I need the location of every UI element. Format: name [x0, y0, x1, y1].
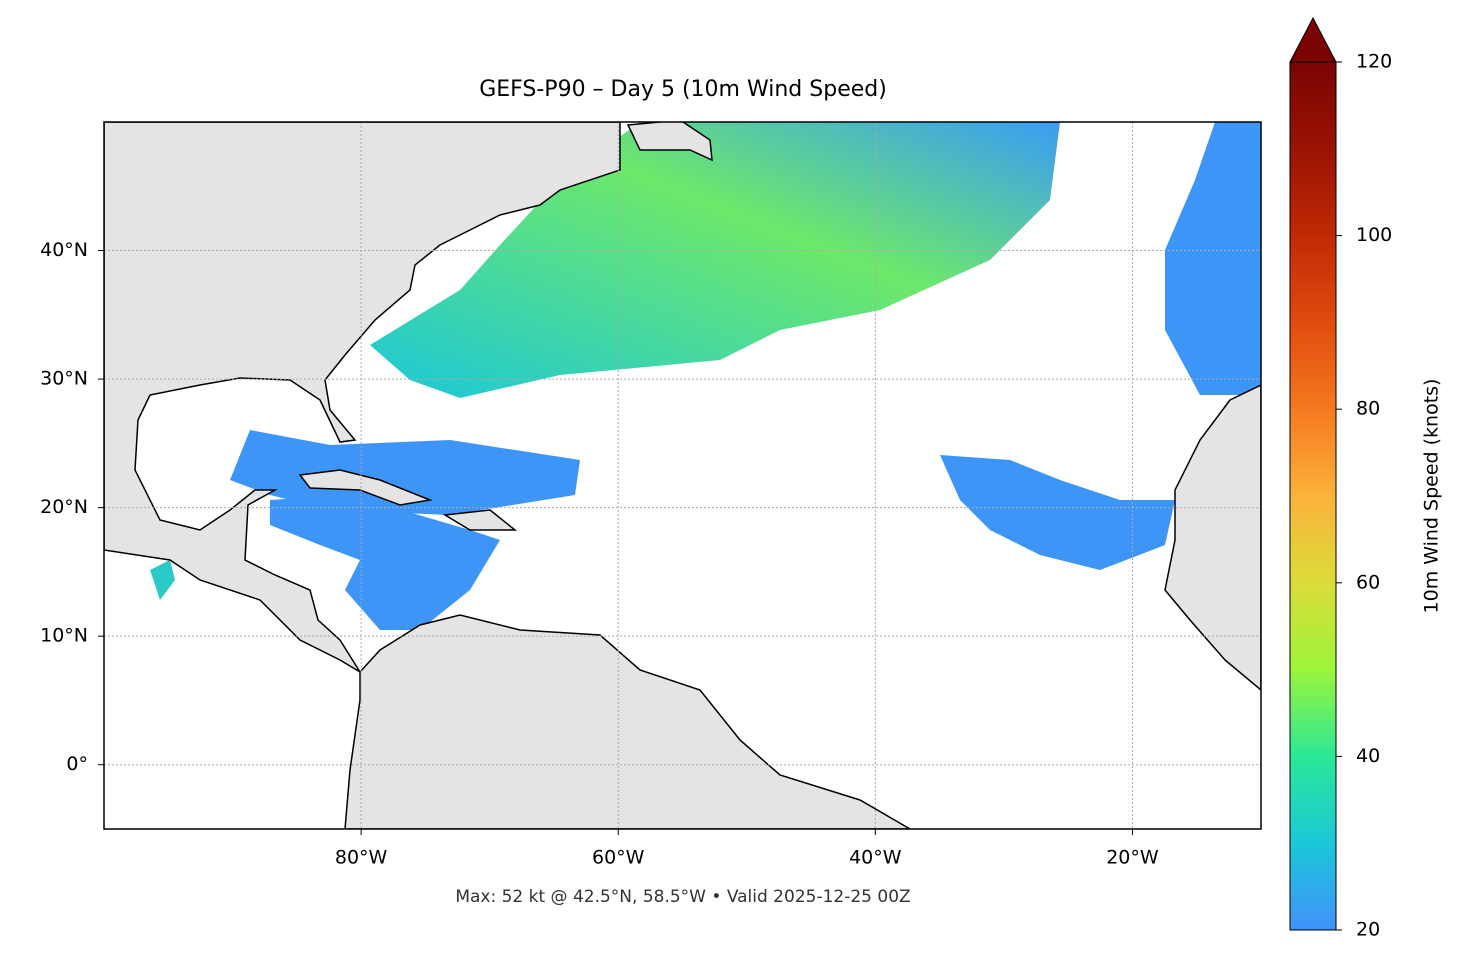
colorbar-tick-label: 100	[1356, 224, 1392, 246]
africa	[1164, 384, 1261, 691]
title: GEFS-P90 – Day 5 (10m Wind Speed)	[479, 77, 887, 102]
graticule	[104, 122, 1261, 829]
y-tick-label: 20°N	[40, 496, 88, 518]
x-tick-label: 60°W	[592, 847, 645, 869]
south-america	[344, 614, 912, 829]
map-frame	[103, 121, 1262, 830]
wind-region	[270, 495, 500, 630]
colorbar	[1289, 61, 1337, 931]
wind-region	[150, 560, 175, 600]
colorbar-label: 10m Wind Speed (knots)	[1421, 379, 1443, 614]
newfoundland	[626, 122, 713, 162]
colorbar-tick-label: 120	[1356, 51, 1392, 73]
colorbar-tick-label: 60	[1356, 571, 1380, 593]
x-tick-label: 80°W	[335, 847, 388, 869]
colorbar-tick-label: 80	[1356, 398, 1380, 420]
colorbar-tick-label: 40	[1356, 745, 1380, 767]
land	[104, 122, 1261, 829]
north-america	[104, 122, 621, 673]
x-tick-label: 20°W	[1106, 847, 1159, 869]
wind-region	[940, 455, 1175, 570]
wind-field	[150, 122, 1261, 630]
map-body	[104, 122, 1261, 829]
y-tick-label: 10°N	[40, 625, 88, 647]
y-tick-label: 30°N	[40, 368, 88, 390]
x-tick-label: 40°W	[849, 847, 902, 869]
y-tick-label: 0°	[66, 753, 88, 775]
wind-region	[1165, 122, 1261, 395]
colorbar-tick-label: 20	[1356, 919, 1380, 941]
cuba	[298, 469, 433, 506]
hispaniola	[442, 509, 518, 531]
wind-region	[370, 122, 1060, 398]
wind-region	[230, 430, 580, 515]
y-tick-label: 40°N	[40, 239, 88, 261]
colorbar-extension	[1289, 16, 1337, 63]
footer: Max: 52 kt @ 42.5°N, 58.5°W • Valid 2025…	[455, 887, 910, 907]
